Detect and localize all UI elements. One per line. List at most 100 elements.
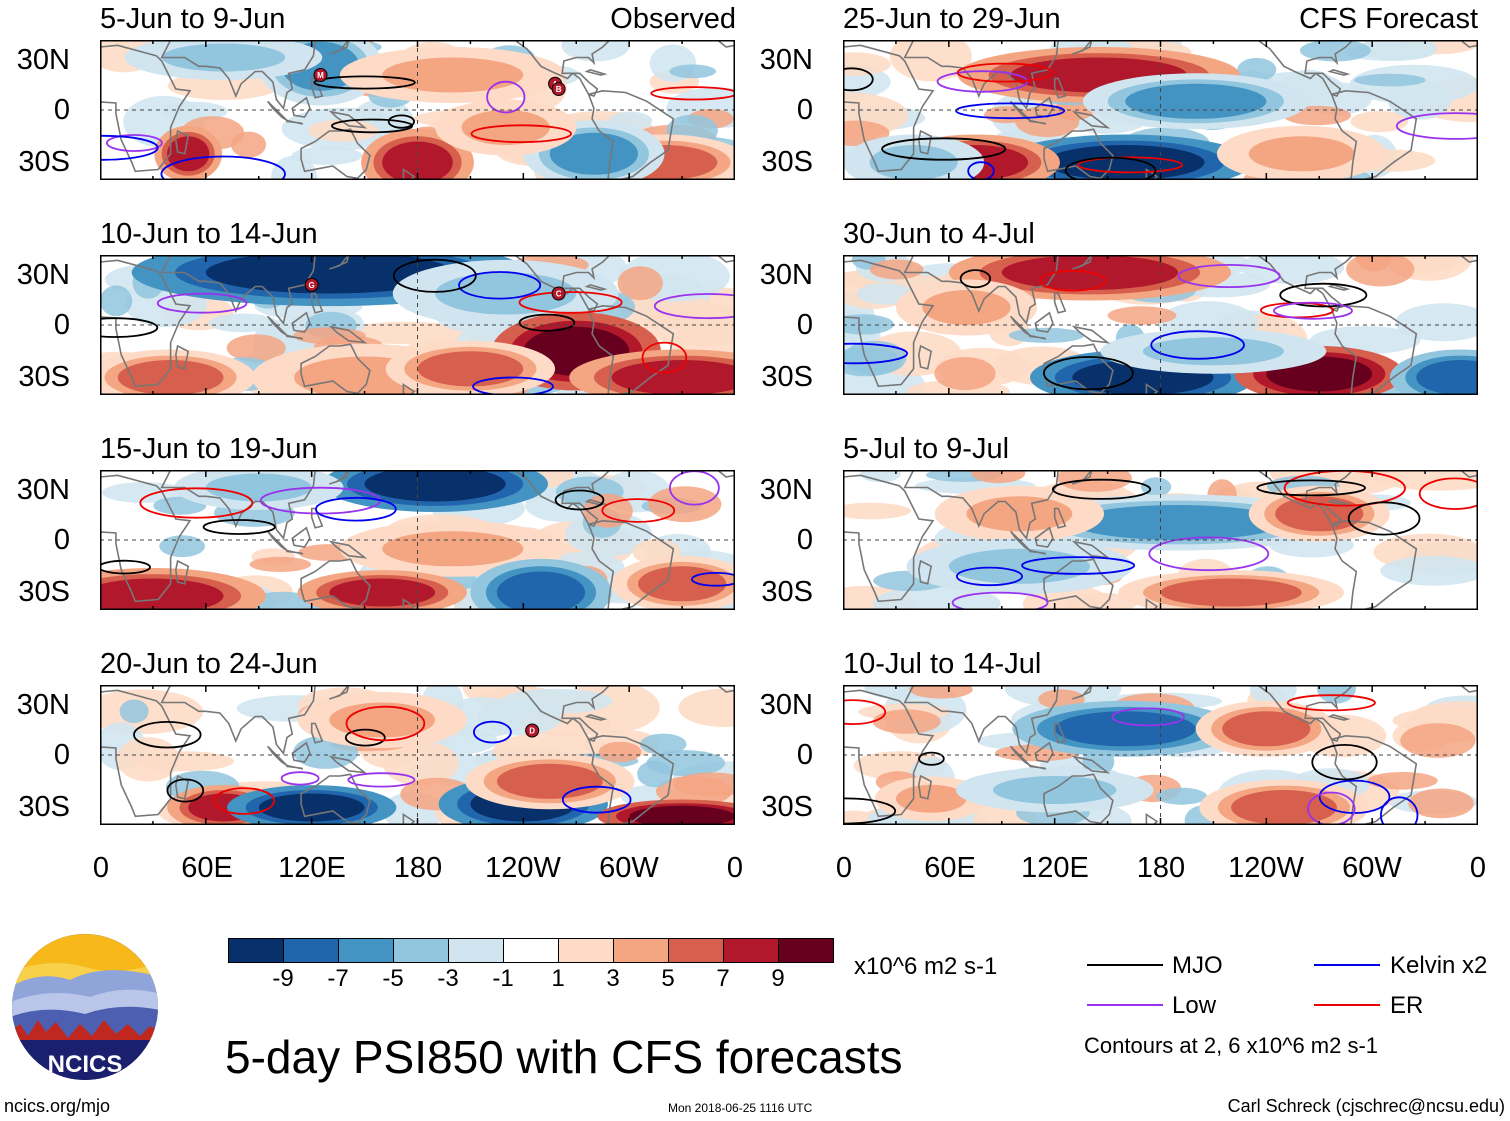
legend-mjo: MJO [1172,952,1223,979]
panel-title: 10-Jun to 14-Jun [100,218,318,250]
panel-title: 5-Jul to 9-Jul [843,433,1010,465]
lat-label: 0 [53,739,70,771]
anomaly-shading [1380,556,1478,586]
contour-line [1311,743,1378,781]
colorbar-swatch [228,938,284,963]
contour-line [959,269,992,289]
anomaly-shading [561,40,630,62]
storm-marker: B [551,82,566,96]
anomaly-shading [1125,83,1267,119]
colorbar-swatch [448,938,504,963]
coastline [1034,311,1054,333]
coastline [587,89,675,180]
coastline [291,526,311,548]
coastline [328,325,368,344]
legend-note: Contours at 2, 6 x10^6 m2 s-1 [1084,1033,1379,1058]
anomaly-shading [993,776,1117,804]
footer-timestamp: Mon 2018-06-25 1116 UTC [668,1101,813,1115]
map-panel [843,255,1478,395]
footer-url[interactable]: ncics.org/mjo [4,1096,111,1116]
lat-label: 30N [16,689,70,721]
anomaly-shading [638,566,727,602]
coastline [1053,77,1067,99]
lon-label: 60E [924,852,976,884]
coastline [1009,315,1031,337]
coastline [587,734,675,825]
contour-line [955,102,1066,120]
anomaly-shading [934,357,996,391]
anomaly-shading [226,334,286,362]
coastline [329,255,350,270]
anomaly-shading [271,155,318,180]
contour-line [1051,478,1152,500]
anomaly-shading [843,502,911,520]
anomaly-shading [1367,772,1438,790]
lat-label: 30N [759,474,813,506]
coastline [716,470,735,478]
anomaly-shading [159,535,206,558]
lon-label: 0 [1469,852,1487,884]
panel-title: 15-Jun to 19-Jun [100,433,318,465]
colorbar-swatch [393,938,449,963]
colorbar-tick-label: -1 [492,965,514,992]
anomaly-shading [843,340,907,375]
map-panel [100,470,735,610]
lon-label: 180 [1136,852,1186,884]
coastline [917,344,933,370]
contour-line [1148,536,1270,572]
coastline [100,44,192,173]
coastline [402,168,416,180]
legend-er: ER [1390,992,1424,1019]
contour-line [106,134,163,152]
lat-label: 30N [759,689,813,721]
coastline [1071,540,1111,559]
lat-label: 0 [53,94,70,126]
storm-marker: M [313,68,328,82]
colorbar-swatch [503,938,559,963]
colorbar-swatch [338,938,394,963]
contour-line [1039,269,1106,292]
anomaly-shading [1240,255,1345,284]
coastline [160,255,317,326]
lat-label: 30N [16,259,70,291]
coastline [1034,741,1054,763]
colorbar-tick-label: 5 [661,965,675,992]
panel-title: 25-Jun to 29-Jun [843,3,1061,35]
coastline [266,315,288,337]
coastline [286,334,304,340]
coastline [300,558,371,610]
contour-line [956,62,1054,83]
anomaly-shading [843,314,894,335]
coastline [1034,96,1054,118]
anomaly-shading [496,763,603,799]
anomaly-shading [137,751,234,772]
coastline [513,40,611,97]
colorbar-tick-label: -9 [272,965,294,992]
contour-line [843,67,874,92]
anomaly-shading [971,470,1026,484]
legend-lines-right [1314,964,1380,1006]
anomaly-shading [629,805,735,825]
anomaly-shading [1056,470,1132,492]
coastline [100,259,192,388]
contour-line [1347,501,1421,536]
coastline [1327,498,1351,506]
coastline [300,343,371,395]
anomaly-shading [100,285,133,317]
coastline [286,764,304,770]
coastline [100,689,192,818]
storm-marker: D [525,723,540,738]
contour-line [387,114,415,129]
anomaly-shading [922,290,1011,325]
lat-label: 0 [53,309,70,341]
coastline [1043,343,1114,395]
coastline [160,40,317,111]
coastline [402,813,416,825]
colorbar-swatch [558,938,614,963]
contour-line [313,75,416,90]
lat-label: 30S [761,576,813,608]
contour-line [213,787,275,815]
coastline [328,755,368,774]
lat-label: 0 [796,309,813,341]
colorbar-swatch [613,938,669,963]
